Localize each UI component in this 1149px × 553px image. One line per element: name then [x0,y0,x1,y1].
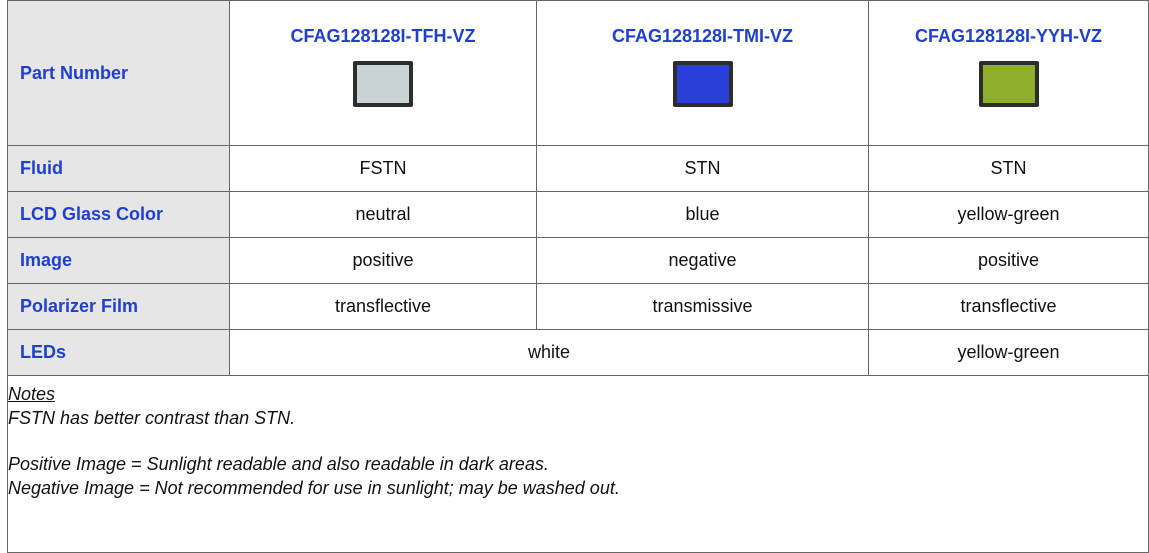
cell: yellow-green [868,329,1149,376]
lcd-image [978,60,1039,107]
cell: yellow-green [868,191,1149,238]
cell: negative [536,237,869,284]
table-row: LCD Glass Color neutral blue yellow-green [7,191,1149,238]
table-row: Fluid FSTN STN STN [7,145,1149,192]
cell: transmissive [536,283,869,330]
cell: transflective [229,283,537,330]
notes: Notes FSTN has better contrast than STN.… [7,375,1149,553]
part-number: CFAG128128I-TFH-VZ [290,25,476,46]
table-row: Polarizer Film transflective transmissive t… [7,283,1149,330]
header-label: Part Number [7,0,230,146]
row-label: Polarizer Film [7,283,230,330]
cell: white [229,329,869,376]
part-cell: CFAG128128I-TMI-VZ [536,0,869,146]
lcd-image [672,60,733,107]
header-row: Part Number CFAG128128I-TFH-VZ CFAG12812… [7,0,1149,146]
cell: positive [229,237,537,284]
cell: blue [536,191,869,238]
note-line: Positive Image = Sunlight readable and a… [8,454,549,474]
row-label: LCD Glass Color [7,191,230,238]
cell: positive [868,237,1149,284]
part-cell: CFAG128128I-YYH-VZ [868,0,1149,146]
cell: STN [536,145,869,192]
cell: STN [868,145,1149,192]
row-label: Image [7,237,230,284]
cell: FSTN [229,145,537,192]
cell: transflective [868,283,1149,330]
cell: neutral [229,191,537,238]
part-cell: CFAG128128I-TFH-VZ [229,0,537,146]
part-number: CFAG128128I-YYH-VZ [914,25,1103,46]
table-row: LEDs white yellow-green [7,329,1149,376]
note-line: Negative Image = Not recommended for use… [8,478,620,498]
row-label: LEDs [7,329,230,376]
notes-row: Notes FSTN has better contrast than STN.… [7,375,1149,553]
row-label: Fluid [7,145,230,192]
lcd-image [353,60,413,107]
part-number: CFAG128128I-TMI-VZ [611,25,794,46]
table-row: Image positive negative positive [7,237,1149,284]
notes-title: Notes [8,384,56,404]
note-line: FSTN has better contrast than STN. [8,408,296,428]
spec-table: Part Number CFAG128128I-TFH-VZ CFAG12812… [7,0,1149,553]
